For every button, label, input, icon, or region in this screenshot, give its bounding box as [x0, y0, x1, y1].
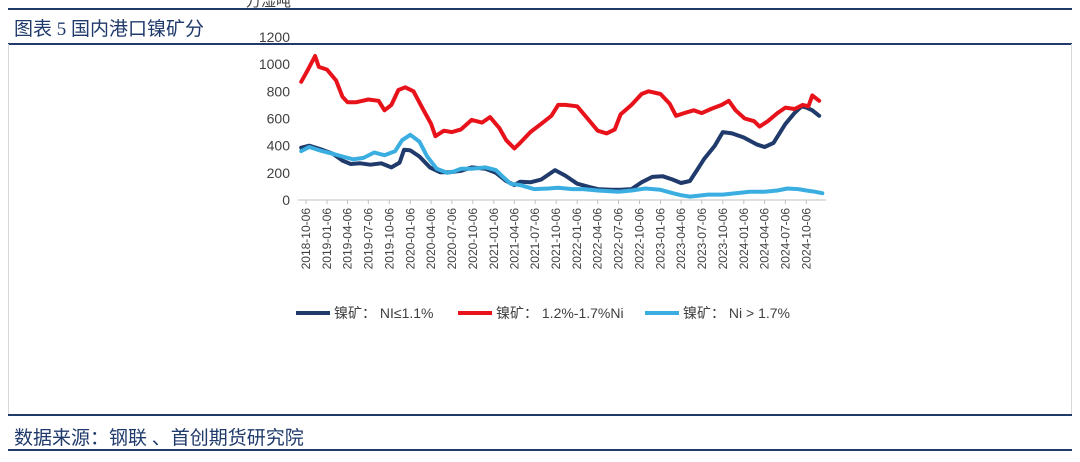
- legend-label-1: 镍矿： NI≤1.1%: [334, 305, 433, 321]
- x-tick-label: 2022-07-06: [611, 208, 625, 270]
- y-tick-label: 1200: [259, 29, 290, 45]
- y-tick-label: 200: [267, 165, 291, 181]
- series-line-3: [299, 132, 825, 199]
- bottom-rule: [8, 449, 1072, 451]
- x-tick-label: 2022-10-06: [632, 208, 646, 270]
- x-tick-label: 2021-04-06: [507, 208, 521, 270]
- y-axis-unit: 万湿吨: [246, 0, 292, 10]
- x-tick-label: 2022-01-06: [570, 208, 584, 270]
- y-tick-label: 400: [267, 138, 291, 154]
- x-tick-label: 2024-07-06: [778, 208, 792, 270]
- y-tick-label: 1000: [259, 56, 290, 72]
- x-tick-label: 2021-10-06: [549, 208, 563, 270]
- legend-label-2: 镍矿： 1.2%-1.7%Ni: [496, 305, 624, 321]
- legend-label-3: 镍矿： Ni > 1.7%: [683, 305, 790, 321]
- y-tick-label: 0: [282, 192, 290, 208]
- title-rule: [8, 43, 1072, 45]
- x-tick-label: 2020-10-06: [466, 208, 480, 270]
- series-line-1: [299, 104, 822, 192]
- y-tick-label: 800: [267, 83, 291, 99]
- x-tick-label: 2023-07-06: [695, 208, 709, 270]
- x-tick-label: 2022-04-06: [591, 208, 605, 270]
- right-border: [1071, 44, 1072, 416]
- left-border: [8, 44, 9, 416]
- x-tick-label: 2018-10-06: [299, 208, 313, 270]
- series-layer: [299, 54, 825, 199]
- x-tick-label: 2023-04-06: [674, 208, 688, 270]
- x-tick-label: 2023-10-06: [716, 208, 730, 270]
- x-tick-label: 2024-04-06: [758, 208, 772, 270]
- x-tick-label: 2023-01-06: [654, 208, 668, 270]
- x-tick-label: 2019-04-06: [341, 208, 355, 270]
- source-note: 数据来源：钢联 、首创期货研究院: [14, 428, 304, 449]
- figure-title: 图表 5 国内港口镍矿分: [14, 19, 205, 40]
- legend: 镍矿： NI≤1.1% 镍矿： 1.2%-1.7%Ni 镍矿： Ni > 1.7%: [296, 305, 790, 321]
- x-tick-label: 2020-04-06: [424, 208, 438, 270]
- x-tick-label: 2024-10-06: [799, 208, 813, 270]
- chart-axes: 0 200 400 600 800 1000 1200 2018-10-06 2019-01-0…: [259, 29, 826, 269]
- x-tick-label: 2021-01-06: [487, 208, 501, 270]
- x-tick-label: 2019-01-06: [320, 208, 334, 270]
- x-tick-label: 2020-01-06: [403, 208, 417, 270]
- x-tick-label: 2020-07-06: [445, 208, 459, 270]
- x-tick-label: 2019-10-06: [382, 208, 396, 270]
- source-rule: [8, 414, 1072, 416]
- series-line-2: [299, 54, 822, 151]
- x-tick-label: 2024-01-06: [737, 208, 751, 270]
- x-tick-label: 2021-07-06: [528, 208, 542, 270]
- y-tick-label: 600: [267, 111, 291, 127]
- x-tick-label: 2019-07-06: [361, 208, 375, 270]
- top-rule: [8, 8, 1072, 10]
